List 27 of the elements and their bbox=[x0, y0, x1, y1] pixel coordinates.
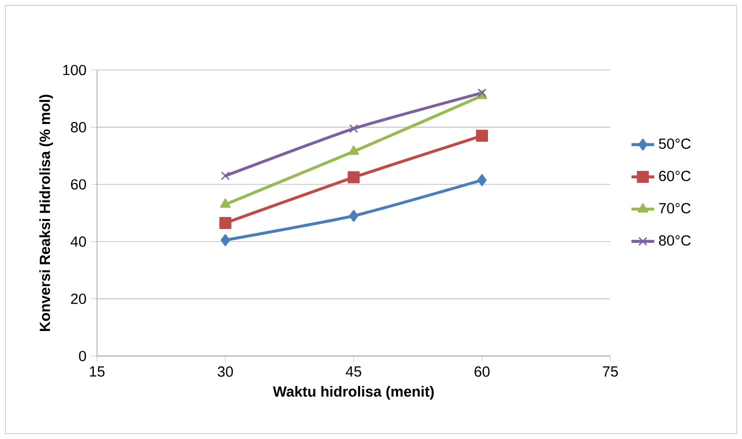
x-tick-label: 60 bbox=[474, 366, 490, 377]
y-tick-label: 20 bbox=[71, 294, 86, 304]
point bbox=[348, 146, 359, 155]
x-tick-label: 45 bbox=[346, 366, 362, 377]
point bbox=[477, 174, 487, 186]
y-tick-label: 0 bbox=[79, 350, 86, 362]
y-tick-label: 100 bbox=[63, 64, 86, 76]
point bbox=[349, 210, 358, 222]
legend-label: 60°C bbox=[659, 170, 691, 182]
legend-label: 70°C bbox=[659, 203, 691, 214]
point bbox=[220, 234, 230, 246]
point bbox=[220, 171, 230, 180]
y-tick-label: 80 bbox=[70, 122, 86, 132]
y-axis-title: Konversi Reaksi Hidrolisa (% mol) bbox=[39, 94, 53, 332]
y-tick-label: 60 bbox=[71, 179, 86, 190]
point bbox=[349, 124, 358, 134]
x-tick-label: 15 bbox=[90, 366, 105, 377]
x-tick-label: 30 bbox=[218, 366, 233, 377]
y-tick-label: 40 bbox=[70, 236, 86, 247]
legend-label: 50°C bbox=[658, 138, 691, 149]
point bbox=[348, 171, 360, 184]
point bbox=[476, 130, 488, 142]
point bbox=[220, 198, 231, 208]
x-axis-title: Waktu hidrolisa (menit) bbox=[272, 386, 434, 400]
point bbox=[219, 217, 232, 230]
legend-label: 80°C bbox=[658, 235, 691, 246]
x-tick-label: 75 bbox=[602, 366, 618, 377]
